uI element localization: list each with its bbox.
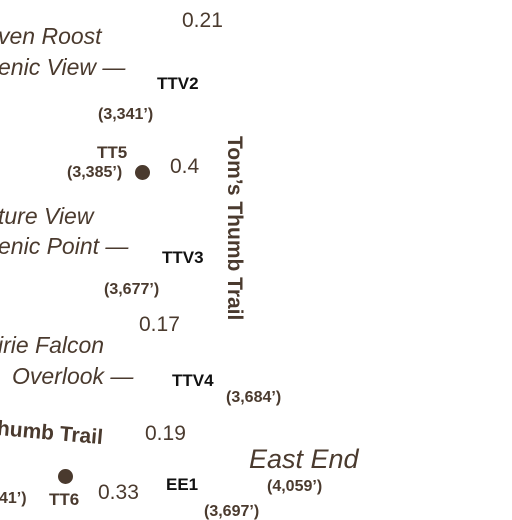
waypoint-code-ttv4: TTV4 xyxy=(172,371,214,390)
place-label-scenic-point: enic Point — xyxy=(0,233,129,259)
waypoint-elevation-ttv4: (3,684’) xyxy=(226,389,282,406)
waypoint-code-ttv3: TTV3 xyxy=(162,248,204,267)
distance-label: 0.19 xyxy=(145,422,186,445)
distance-label: 0.4 xyxy=(170,155,200,178)
trailhead-code-tt6: TT6 xyxy=(49,490,80,509)
waypoint-code-ttv2: TTV2 xyxy=(157,74,199,93)
waypoint-code-ee1: EE1 xyxy=(166,475,199,494)
trailhead-elevation-tt6: 41’) xyxy=(0,490,27,507)
waypoint-elevation-ttv3: (3,677’) xyxy=(104,281,160,298)
distance-label: 0.21 xyxy=(182,9,223,32)
place-label-future-view: ture View xyxy=(0,203,94,229)
waypoint-elevation-ee1: (3,697’) xyxy=(204,503,260,520)
distance-label: 0.33 xyxy=(98,481,139,504)
trail-label-toms-thumb-vertical: Tom’s Thumb Trail xyxy=(223,136,246,321)
trailhead-marker-tt6 xyxy=(58,469,73,484)
trail-label-toms-thumb-lower: humb Trail xyxy=(0,417,104,450)
destination-elevation-east-end: (4,059’) xyxy=(267,478,323,495)
place-label-prairie-falcon: irie Falcon xyxy=(0,332,105,358)
place-label-scenic-view: enic View — xyxy=(0,54,126,80)
trailhead-elevation-tt5: (3,385’) xyxy=(67,164,123,181)
trailhead-marker-tt5 xyxy=(135,165,150,180)
place-label-raven-roost: ven Roost xyxy=(0,23,102,49)
trailhead-code-tt5: TT5 xyxy=(97,143,128,162)
place-label-overlook: Overlook — xyxy=(12,363,134,389)
waypoint-elevation-ttv2: (3,341’) xyxy=(98,106,154,123)
destination-label-east-end: East End xyxy=(249,444,359,474)
distance-label: 0.17 xyxy=(139,313,180,336)
